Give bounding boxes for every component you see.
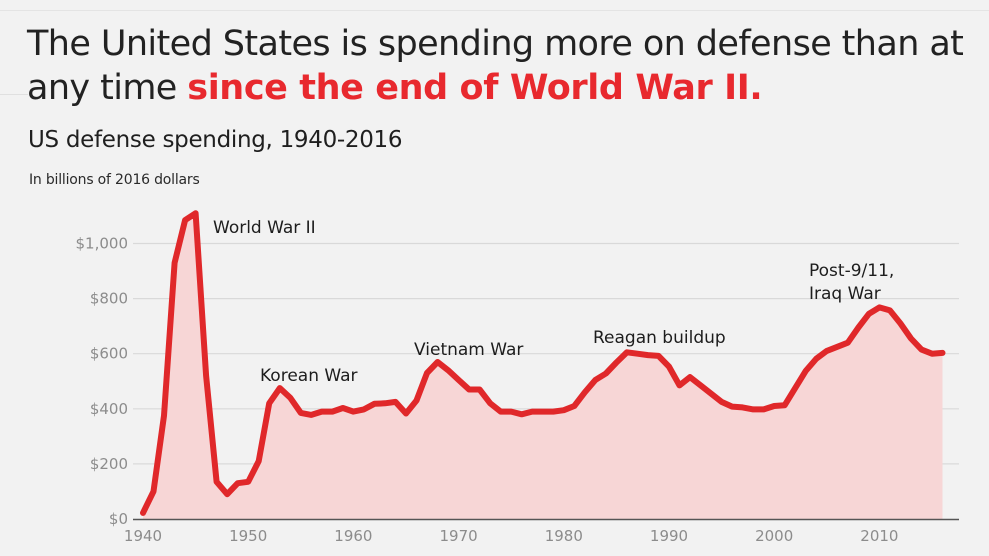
top-divider-line (0, 10, 989, 11)
headline: The United States is spending more on de… (27, 22, 987, 110)
y-axis-ticks: $0 $200 $400 $600 $800 $1,000 (76, 235, 129, 529)
headline-plain: The United States is spending more on de… (27, 24, 964, 108)
y-tick-label: $0 (109, 510, 128, 528)
x-tick-label: 1990 (650, 527, 688, 545)
x-tick-label: 1940 (124, 527, 162, 545)
chart-subtitle: In billions of 2016 dollars (29, 172, 200, 188)
headline-emphasis: since the end of World War II. (187, 68, 763, 108)
x-tick-label: 2010 (860, 527, 898, 545)
x-tick-label: 2000 (755, 527, 793, 545)
annotation-post-911: Post-9/11, (809, 261, 894, 281)
chart-title: US defense spending, 1940-2016 (28, 127, 403, 153)
annotation-korean-war: Korean War (260, 366, 358, 386)
x-axis-ticks: 1940 1950 1960 1970 1980 1990 2000 2010 (124, 527, 899, 545)
y-tick-label: $600 (90, 345, 128, 363)
x-tick-label: 1950 (229, 527, 267, 545)
x-tick-label: 1970 (440, 527, 478, 545)
y-tick-label: $1,000 (76, 235, 129, 253)
annotation-world-war-ii: World War II (213, 218, 316, 238)
series-line (140, 210, 946, 516)
y-tick-label: $400 (90, 400, 128, 418)
left-divider-line (0, 94, 28, 95)
area-fill (143, 213, 943, 519)
x-tick-label: 1980 (545, 527, 583, 545)
annotation-iraq-war: Iraq War (809, 284, 881, 304)
annotations: World War II Korean War Vietnam War Reag… (213, 218, 894, 386)
x-tick-label: 1960 (334, 527, 372, 545)
y-tick-label: $800 (90, 290, 128, 308)
annotation-reagan-buildup: Reagan buildup (593, 328, 726, 348)
annotation-vietnam-war: Vietnam War (414, 340, 523, 360)
y-tick-label: $200 (90, 455, 128, 473)
